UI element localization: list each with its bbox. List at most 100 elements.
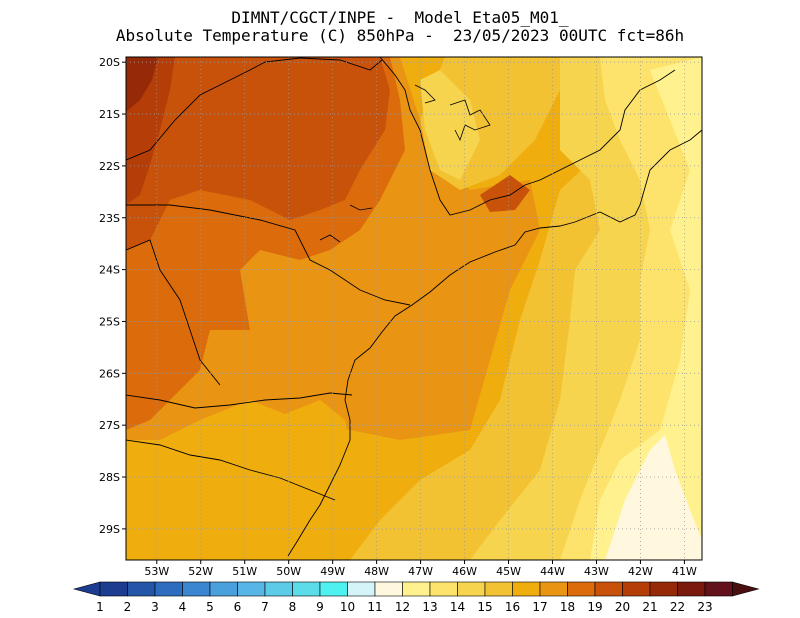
lat-tick-label: 21S bbox=[99, 108, 120, 121]
colorbar-swatch bbox=[347, 581, 376, 597]
colorbar-arrow-right bbox=[732, 581, 760, 597]
lat-tick-label: 29S bbox=[99, 523, 120, 536]
colorbar-label: 5 bbox=[206, 600, 214, 614]
temp-band-11 bbox=[605, 435, 702, 560]
colorbar-label: 15 bbox=[477, 600, 492, 614]
colorbar-swatch bbox=[567, 581, 596, 597]
colorbar-swatch bbox=[154, 581, 183, 597]
lon-tick-label: 43W bbox=[584, 565, 609, 578]
colorbar-swatch bbox=[237, 581, 266, 597]
colorbar-swatch bbox=[539, 581, 568, 597]
lon-tick-label: 45W bbox=[496, 565, 521, 578]
colorbar-swatch bbox=[209, 581, 238, 597]
temp-band-12 bbox=[590, 57, 702, 560]
lon-tick-label: 48W bbox=[364, 565, 389, 578]
colorbar-label: 11 bbox=[367, 600, 382, 614]
lon-tick-label: 50W bbox=[276, 565, 301, 578]
colorbar-arrow-left bbox=[72, 581, 101, 597]
temp-band-19-spot bbox=[480, 175, 530, 212]
colorbar-label: 10 bbox=[340, 600, 355, 614]
temp-band-21 bbox=[126, 57, 158, 112]
colorbar-swatch bbox=[677, 581, 706, 597]
state-border-sc-rs bbox=[126, 439, 336, 501]
colorbar-swatch bbox=[649, 581, 678, 597]
lon-tick-label: 47W bbox=[408, 565, 433, 578]
latitude-axis: 20S 21S 22S 23S 24S 25S 26S 27S 28S 29S bbox=[99, 56, 126, 536]
colorbar-swatch bbox=[594, 581, 623, 597]
colorbar-swatch bbox=[99, 581, 128, 597]
colorbar-swatch bbox=[622, 581, 651, 597]
colorbar-label: 19 bbox=[587, 600, 602, 614]
state-border-mg-sp bbox=[379, 57, 541, 216]
colorbar-label: 12 bbox=[395, 600, 410, 614]
reservoir-furnas bbox=[449, 99, 491, 142]
state-border-ms-sp bbox=[126, 57, 383, 161]
temp-band-19 bbox=[126, 57, 390, 250]
map-frame bbox=[125, 56, 703, 561]
colorbar-label: 7 bbox=[261, 600, 269, 614]
colorbar-label: 6 bbox=[234, 600, 242, 614]
lon-tick-label: 41W bbox=[672, 565, 697, 578]
colorbar-label: 18 bbox=[560, 600, 575, 614]
state-border-pr-sc bbox=[126, 392, 353, 409]
colorbar-swatch bbox=[182, 581, 211, 597]
temp-band-14-north bbox=[420, 70, 480, 180]
lon-tick-label: 49W bbox=[320, 565, 345, 578]
colorbar-label: 20 bbox=[615, 600, 630, 614]
colorbar-swatch bbox=[402, 581, 431, 597]
colorbar-label: 9 bbox=[316, 600, 324, 614]
political-borders bbox=[126, 57, 702, 557]
colorbar-swatch bbox=[127, 581, 156, 597]
lon-tick-label: 44W bbox=[540, 565, 565, 578]
lat-tick-label: 28S bbox=[99, 471, 120, 484]
colorbar: 1 2 3 4 5 6 7 8 9 10 11 12 13 14 15 16 17 18 19 20 21 22 23 bbox=[72, 581, 760, 614]
lat-tick-label: 24S bbox=[99, 264, 120, 277]
lat-lon-grid bbox=[126, 57, 702, 560]
colorbar-label: 8 bbox=[289, 600, 297, 614]
lat-tick-label: 25S bbox=[99, 315, 120, 328]
map-title: DIMNT/CGCT/INPE - Model Eta05_M01_ bbox=[231, 8, 569, 27]
colorbar-swatch bbox=[429, 581, 458, 597]
colorbar-swatch bbox=[292, 581, 321, 597]
colorbar-label: 3 bbox=[151, 600, 159, 614]
colorbar-label: 14 bbox=[450, 600, 465, 614]
lat-tick-label: 26S bbox=[99, 367, 120, 380]
colorbar-label: 16 bbox=[505, 600, 520, 614]
border-paraguay bbox=[126, 239, 221, 386]
colorbar-swatch bbox=[512, 581, 541, 597]
colorbar-label: 13 bbox=[422, 600, 437, 614]
lat-tick-label: 27S bbox=[99, 419, 120, 432]
reservoirs bbox=[319, 84, 491, 243]
lon-tick-label: 52W bbox=[188, 565, 213, 578]
colorbar-label: 23 bbox=[697, 600, 712, 614]
colorbar-swatch bbox=[264, 581, 293, 597]
colorbar-label: 22 bbox=[670, 600, 685, 614]
colorbar-label: 17 bbox=[532, 600, 547, 614]
colorbar-label: 4 bbox=[179, 600, 187, 614]
colorbar-label: 21 bbox=[642, 600, 657, 614]
lat-tick-label: 20S bbox=[99, 56, 120, 69]
colorbar-swatch bbox=[457, 581, 486, 597]
colorbar-swatch bbox=[704, 581, 733, 597]
state-border-sp-pr bbox=[126, 204, 411, 306]
reservoir-west bbox=[349, 204, 373, 211]
colorbar-label: 1 bbox=[96, 600, 104, 614]
lon-tick-label: 46W bbox=[452, 565, 477, 578]
lat-tick-label: 22S bbox=[99, 160, 120, 173]
state-border-mg-rj bbox=[539, 69, 676, 181]
colorbar-swatch bbox=[374, 581, 403, 597]
temp-band-16-south bbox=[126, 400, 355, 560]
map-subtitle: Absolute Temperature (C) 850hPa - 23/05/… bbox=[115, 26, 685, 45]
lat-tick-label: 23S bbox=[99, 212, 120, 225]
colorbar-label: 2 bbox=[124, 600, 132, 614]
reservoir-itaipu bbox=[319, 234, 341, 243]
coastline bbox=[287, 129, 702, 557]
lon-tick-label: 53W bbox=[144, 565, 169, 578]
temperature-field bbox=[126, 57, 702, 560]
colorbar-swatch bbox=[319, 581, 348, 597]
lon-tick-label: 42W bbox=[628, 565, 653, 578]
longitude-axis: 53W 52W 51W 50W 49W 48W 47W 46W 45W 44W 43W 42W 41W bbox=[144, 560, 697, 578]
colorbar-swatch bbox=[484, 581, 513, 597]
reservoir-north bbox=[414, 84, 436, 104]
